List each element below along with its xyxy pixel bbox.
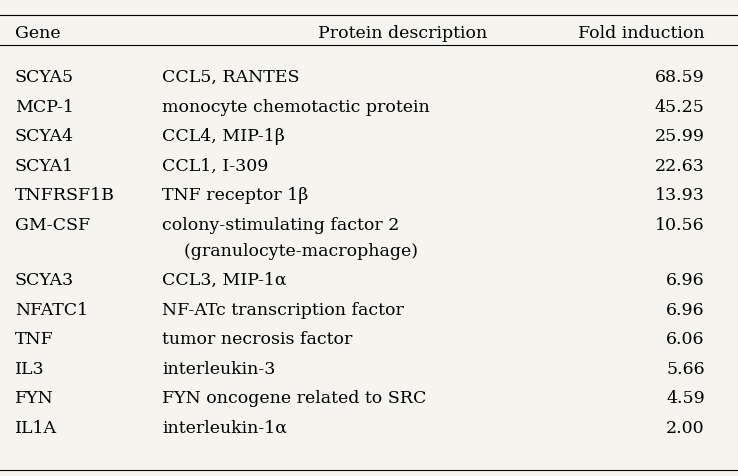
Text: MCP-1: MCP-1 bbox=[15, 99, 74, 116]
Text: TNF: TNF bbox=[15, 331, 54, 348]
Text: 6.96: 6.96 bbox=[666, 302, 705, 318]
Text: CCL1, I-309: CCL1, I-309 bbox=[162, 158, 269, 175]
Text: SCYA3: SCYA3 bbox=[15, 272, 74, 289]
Text: FYN oncogene related to SRC: FYN oncogene related to SRC bbox=[162, 390, 427, 407]
Text: TNF receptor 1β: TNF receptor 1β bbox=[162, 187, 308, 204]
Text: CCL4, MIP-1β: CCL4, MIP-1β bbox=[162, 128, 285, 145]
Text: 4.59: 4.59 bbox=[666, 390, 705, 407]
Text: IL3: IL3 bbox=[15, 361, 44, 377]
Text: tumor necrosis factor: tumor necrosis factor bbox=[162, 331, 353, 348]
Text: Gene: Gene bbox=[15, 25, 61, 42]
Text: monocyte chemotactic protein: monocyte chemotactic protein bbox=[162, 99, 430, 116]
Text: 6.06: 6.06 bbox=[666, 331, 705, 348]
Text: colony-stimulating factor 2: colony-stimulating factor 2 bbox=[162, 217, 400, 234]
Text: 68.59: 68.59 bbox=[655, 69, 705, 86]
Text: interleukin-1α: interleukin-1α bbox=[162, 420, 287, 436]
Text: IL1A: IL1A bbox=[15, 420, 57, 436]
Text: TNFRSF1B: TNFRSF1B bbox=[15, 187, 114, 204]
Text: CCL5, RANTES: CCL5, RANTES bbox=[162, 69, 300, 86]
Text: SCYA4: SCYA4 bbox=[15, 128, 74, 145]
Text: SCYA1: SCYA1 bbox=[15, 158, 74, 175]
Text: 6.96: 6.96 bbox=[666, 272, 705, 289]
Text: 22.63: 22.63 bbox=[655, 158, 705, 175]
Text: SCYA5: SCYA5 bbox=[15, 69, 74, 86]
Text: (granulocyte-macrophage): (granulocyte-macrophage) bbox=[162, 243, 418, 259]
Text: 10.56: 10.56 bbox=[655, 217, 705, 234]
Text: 25.99: 25.99 bbox=[655, 128, 705, 145]
Text: 45.25: 45.25 bbox=[655, 99, 705, 116]
Text: NF-ATc transcription factor: NF-ATc transcription factor bbox=[162, 302, 404, 318]
Text: 2.00: 2.00 bbox=[666, 420, 705, 436]
Text: GM-CSF: GM-CSF bbox=[15, 217, 90, 234]
Text: CCL3, MIP-1α: CCL3, MIP-1α bbox=[162, 272, 287, 289]
Text: Protein description: Protein description bbox=[317, 25, 487, 42]
Text: 13.93: 13.93 bbox=[655, 187, 705, 204]
Text: interleukin-3: interleukin-3 bbox=[162, 361, 276, 377]
Text: NFATC1: NFATC1 bbox=[15, 302, 88, 318]
Text: FYN: FYN bbox=[15, 390, 54, 407]
Text: 5.66: 5.66 bbox=[666, 361, 705, 377]
Text: Fold induction: Fold induction bbox=[578, 25, 705, 42]
